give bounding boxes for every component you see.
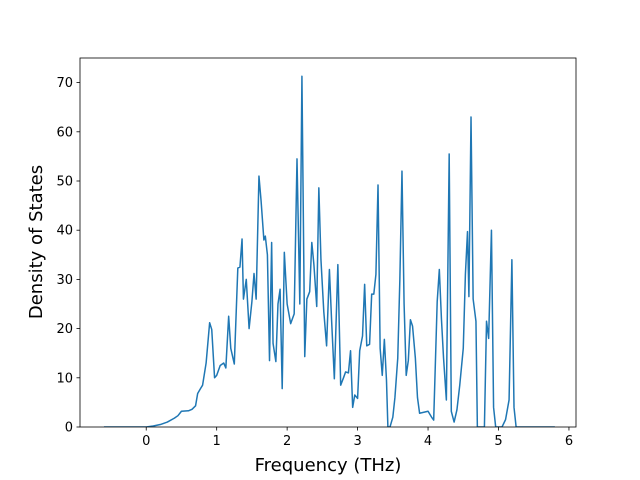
x-tick-label: 5	[494, 434, 502, 449]
x-tick-label: 2	[283, 434, 291, 449]
x-tick-label: 0	[142, 434, 150, 449]
x-tick-label: 3	[353, 434, 361, 449]
plot-frame	[79, 57, 577, 428]
x-tick-label: 6	[565, 434, 573, 449]
y-tick-label: 30	[56, 273, 73, 288]
y-tick-label: 40	[56, 224, 73, 239]
y-axis-label: Density of States	[26, 165, 47, 319]
x-tick-label: 1	[213, 434, 221, 449]
y-tick-label: 0	[65, 421, 73, 436]
x-tick-label: 4	[424, 434, 432, 449]
line	[103, 75, 555, 427]
y-tick-label: 70	[56, 76, 73, 91]
y-tick-label: 50	[56, 175, 73, 190]
y-tick-label: 10	[56, 371, 73, 386]
y-tick-label: 20	[56, 322, 73, 337]
x-axis-label: Frequency (THz)	[255, 455, 402, 476]
y-tick-label: 60	[56, 125, 73, 140]
